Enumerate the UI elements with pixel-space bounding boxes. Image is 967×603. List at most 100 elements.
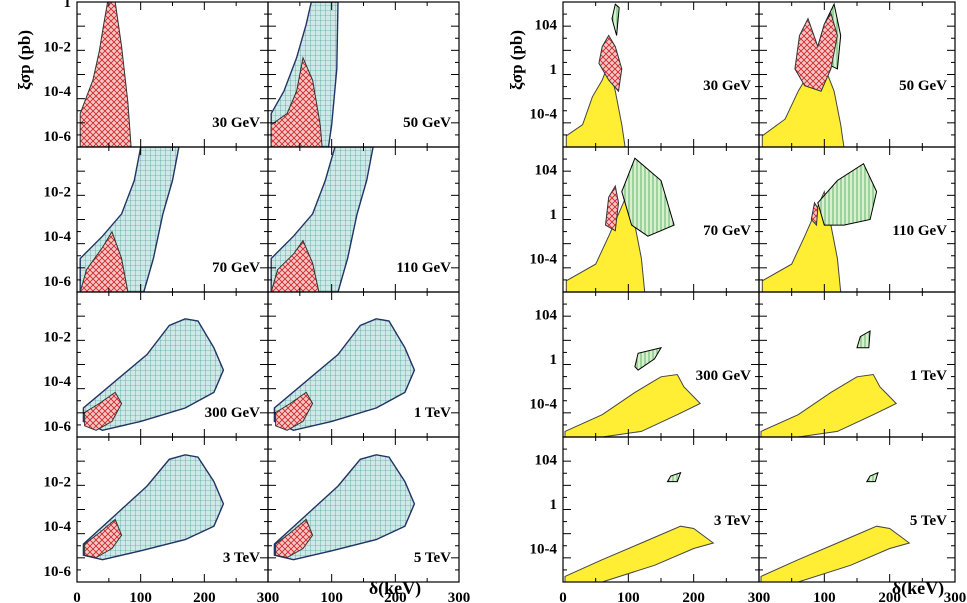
mass-label: 5 TeV (910, 513, 947, 529)
y-tick-label: 104 (535, 452, 558, 468)
panel-right-6 (760, 330, 898, 437)
y-tick-label: 1 (550, 62, 558, 78)
y-tick-label: 10-2 (44, 40, 72, 56)
y-tick-label: 10-2 (44, 330, 72, 346)
y-tick-label: 10-2 (44, 185, 72, 201)
red-region (275, 391, 314, 431)
red-region (604, 184, 620, 232)
y-tick-label: 10-6 (44, 564, 72, 580)
y-tick-label: 104 (535, 307, 558, 323)
red-region (270, 239, 320, 292)
right-chart-grid: 30 GeV 104 1 10-4 50 GeV 70 GeV 104 1 10-4 110 Ge… (530, 1, 967, 603)
panel-right-3 (565, 157, 675, 292)
panel-right-4 (761, 162, 878, 292)
x-tick-label: 0 (559, 590, 567, 603)
red-region (598, 34, 623, 93)
y-tick-label: 10-4 (530, 252, 558, 268)
panel-left-2 (270, 2, 339, 147)
right-x-axis-label: δ(keV) (892, 578, 944, 599)
green-region (621, 157, 675, 237)
y-tick-label: 10-4 (530, 542, 558, 558)
mass-label: 30 GeV (212, 115, 260, 131)
x-tick-label: 100 (813, 590, 836, 603)
mass-label: 50 GeV (899, 78, 947, 94)
red-region (810, 201, 819, 227)
panel-left-4 (270, 147, 374, 292)
y-tick-label: 10-4 (530, 107, 558, 123)
panel-right-5 (564, 347, 702, 437)
panel-right-8 (760, 471, 911, 582)
y-tick-label: 1 (64, 0, 72, 11)
green-region (865, 471, 879, 483)
mass-label: 300 GeV (205, 405, 261, 421)
right-y-axis-label: ξσp (pb) (507, 30, 526, 90)
y-tick-label: 1 (550, 497, 558, 513)
y-tick-label: 10-4 (44, 374, 72, 390)
red-region (84, 518, 123, 559)
x-tick-label: 100 (320, 590, 343, 603)
x-tick-label: 200 (878, 590, 901, 603)
mass-label: 3 TeV (714, 513, 751, 529)
yellow-region (760, 525, 911, 582)
panel-left-6 (273, 318, 416, 432)
yellow-region (564, 373, 702, 437)
red-region (84, 391, 123, 431)
left-chart-grid: 30 GeV 1 10-2 10-4 10-6 50 GeV 70 GeV 10-2 10-4 1… (44, 0, 471, 603)
y-tick-label: 10-4 (530, 397, 558, 413)
y-tick-label: 1 (550, 207, 558, 223)
mass-label: 70 GeV (212, 260, 260, 276)
x-tick-label: 300 (257, 590, 280, 603)
y-tick-label: 1 (550, 352, 558, 368)
x-tick-label: 300 (748, 590, 771, 603)
panel-right-2 (761, 2, 845, 147)
red-region (79, 2, 132, 147)
green-region (856, 330, 871, 349)
red-region (270, 56, 323, 147)
y-tick-label: 10-2 (44, 475, 72, 491)
mass-label: 70 GeV (703, 223, 751, 239)
mass-label: 3 TeV (223, 550, 260, 566)
y-tick-label: 10-4 (44, 229, 72, 245)
red-region (794, 11, 838, 92)
red-region (275, 518, 314, 559)
x-tick-label: 100 (617, 590, 640, 603)
left-x-axis-label: δ(keV) (369, 578, 421, 599)
mass-label: 110 GeV (892, 223, 947, 239)
y-tick-label: 10-4 (44, 84, 72, 100)
y-tick-label: 10-6 (44, 129, 72, 145)
green-region (817, 162, 878, 226)
yellow-region (760, 373, 898, 437)
green-region (611, 3, 620, 36)
mass-label: 5 TeV (414, 550, 451, 566)
panel-left-7 (82, 454, 225, 561)
panel-left-8 (273, 454, 416, 561)
mass-label: 110 GeV (396, 260, 451, 276)
y-tick-label: 104 (535, 162, 558, 178)
green-region (666, 471, 682, 483)
x-tick-label: 0 (755, 590, 763, 603)
mass-label: 50 GeV (403, 115, 451, 131)
x-tick-label: 100 (129, 590, 152, 603)
x-tick-label: 200 (682, 590, 705, 603)
green-region (634, 347, 663, 371)
x-tick-label: 200 (384, 590, 407, 603)
mass-label: 1 TeV (414, 405, 451, 421)
mass-label: 300 GeV (696, 368, 752, 384)
y-tick-label: 10-6 (44, 419, 72, 435)
yellow-region (564, 525, 715, 582)
panel-right-7 (564, 471, 715, 582)
y-tick-label: 10-4 (44, 519, 72, 535)
panel-left-1 (79, 2, 132, 147)
left-y-axis-label: ξσp (pb) (15, 30, 34, 90)
y-tick-label: 10-6 (44, 274, 72, 290)
x-tick-label: 0 (264, 590, 272, 603)
panel-right-1 (565, 3, 626, 147)
x-tick-label: 0 (73, 590, 81, 603)
x-tick-label: 300 (944, 590, 967, 603)
yellow-region (565, 189, 646, 292)
red-region (79, 230, 129, 292)
y-tick-label: 104 (535, 17, 558, 33)
x-tick-label: 200 (193, 590, 216, 603)
x-tick-label: 300 (448, 590, 471, 603)
